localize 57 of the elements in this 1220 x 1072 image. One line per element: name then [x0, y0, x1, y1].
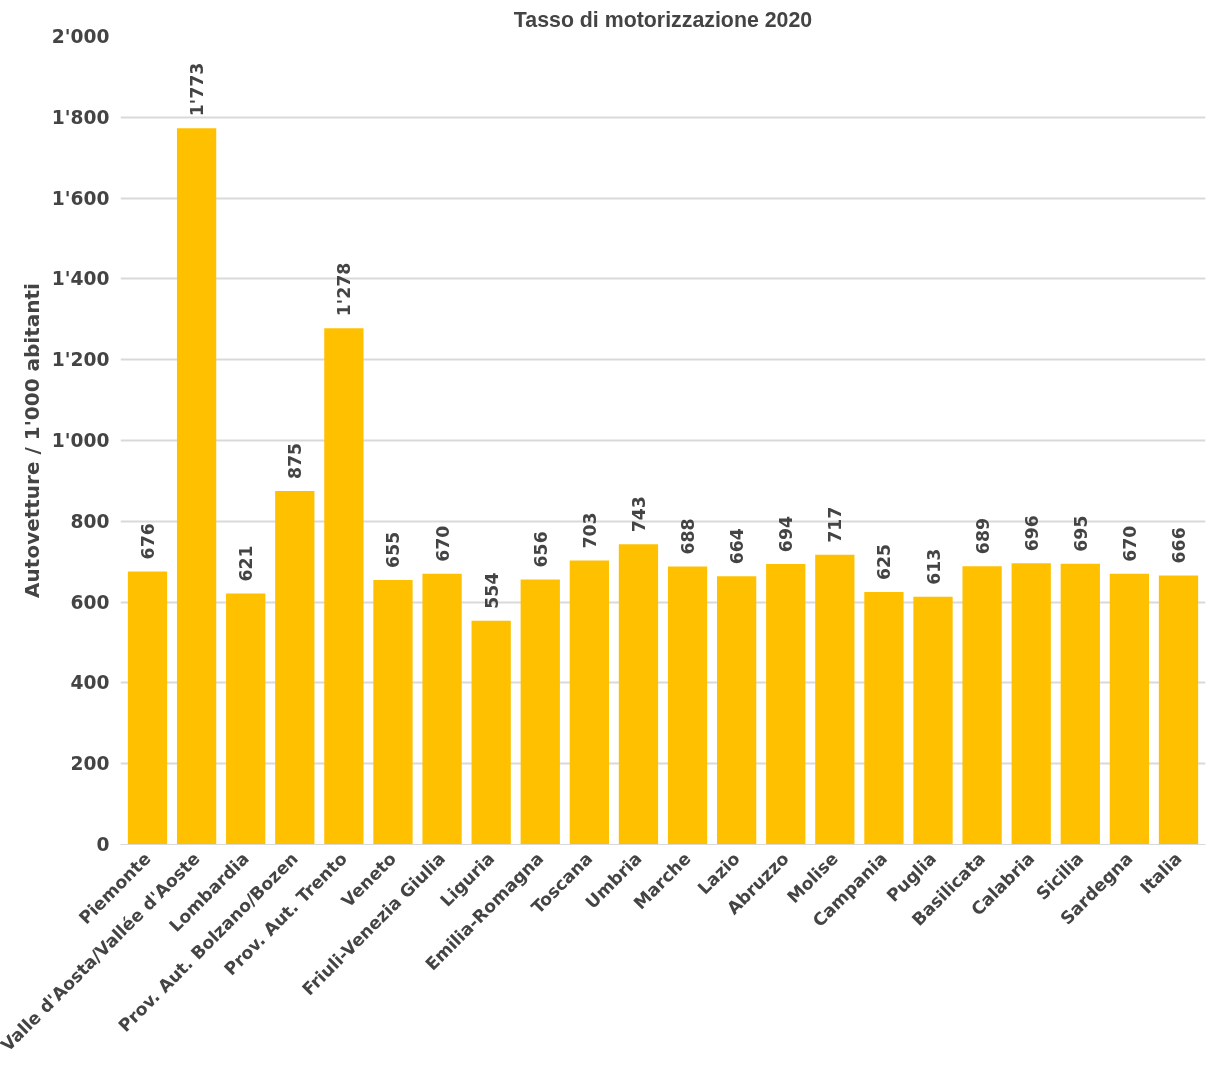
data-label: 1'278 [333, 262, 354, 317]
y-tick-label: 800 [70, 510, 110, 532]
y-tick-label: 1'200 [51, 349, 110, 371]
bar [1109, 573, 1150, 845]
data-label: 656 [530, 531, 551, 568]
bar [1060, 563, 1100, 845]
data-label: 743 [628, 496, 649, 533]
bar [618, 544, 659, 845]
bar [864, 592, 904, 845]
bar [176, 128, 217, 845]
bar [815, 554, 855, 845]
data-label: 676 [138, 523, 158, 560]
y-tick-label: 0 [96, 834, 110, 855]
data-label: 703 [579, 512, 600, 549]
data-label: 625 [874, 543, 895, 580]
bar [667, 566, 708, 845]
bar [373, 579, 413, 845]
data-label: 1'773 [186, 62, 207, 117]
data-label: 664 [727, 528, 748, 565]
data-label: 689 [972, 517, 993, 555]
bar [324, 328, 364, 845]
data-label: 717 [825, 506, 846, 543]
data-label: 875 [285, 442, 306, 479]
bar [913, 596, 953, 845]
data-label: 613 [923, 548, 944, 585]
y-axis-title: Autovetture / 1'000 abitanti [19, 283, 44, 598]
bar [1011, 563, 1051, 845]
bar [127, 571, 168, 845]
data-label: 655 [383, 531, 404, 568]
y-tick-label: 1'800 [51, 106, 110, 128]
bar [226, 593, 266, 845]
data-label: 666 [1169, 527, 1189, 564]
y-tick-label: 1'600 [51, 187, 110, 209]
bar [471, 620, 511, 845]
y-tick-label: 200 [70, 753, 110, 775]
data-label: 696 [1021, 515, 1042, 552]
data-label: 554 [481, 572, 502, 609]
bar [962, 566, 1002, 845]
data-label: 694 [776, 515, 797, 553]
data-label: 621 [236, 545, 257, 582]
bar [1158, 575, 1199, 845]
y-tick-label: 600 [70, 591, 110, 613]
data-label: 695 [1070, 515, 1091, 552]
chart-title: Tasso di motorizzazione 2020 [513, 7, 813, 32]
data-label: 688 [678, 518, 699, 555]
data-label: 670 [432, 525, 453, 562]
y-tick-label: 2'000 [51, 26, 110, 47]
bar [422, 573, 462, 845]
bar [520, 579, 560, 845]
bar [766, 564, 806, 845]
data-label: 670 [1119, 525, 1140, 562]
bar [275, 491, 315, 845]
bar [569, 560, 609, 845]
y-tick-label: 1'000 [51, 430, 110, 451]
y-tick-label: 1'400 [51, 268, 110, 290]
bar [717, 576, 757, 845]
y-tick-label: 400 [70, 672, 110, 694]
